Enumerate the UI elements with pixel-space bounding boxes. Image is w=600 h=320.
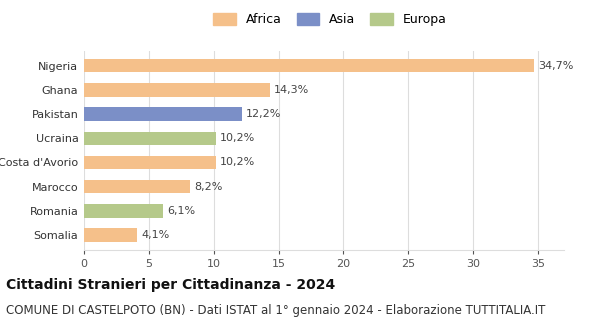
- Bar: [84, 59, 534, 72]
- Bar: [84, 180, 190, 193]
- Bar: [84, 156, 217, 169]
- Text: 4,1%: 4,1%: [141, 230, 169, 240]
- Bar: [84, 108, 242, 121]
- Legend: Africa, Asia, Europa: Africa, Asia, Europa: [209, 10, 451, 30]
- Text: 6,1%: 6,1%: [167, 206, 195, 216]
- Text: 14,3%: 14,3%: [274, 85, 308, 95]
- Text: 8,2%: 8,2%: [194, 182, 223, 192]
- Text: 34,7%: 34,7%: [538, 61, 574, 71]
- Text: Cittadini Stranieri per Cittadinanza - 2024: Cittadini Stranieri per Cittadinanza - 2…: [6, 278, 335, 292]
- Text: COMUNE DI CASTELPOTO (BN) - Dati ISTAT al 1° gennaio 2024 - Elaborazione TUTTITA: COMUNE DI CASTELPOTO (BN) - Dati ISTAT a…: [6, 304, 545, 317]
- Bar: [84, 228, 137, 242]
- Bar: [84, 132, 217, 145]
- Text: 10,2%: 10,2%: [220, 133, 256, 143]
- Text: 12,2%: 12,2%: [246, 109, 281, 119]
- Text: 10,2%: 10,2%: [220, 157, 256, 167]
- Bar: [84, 83, 269, 97]
- Bar: [84, 204, 163, 218]
